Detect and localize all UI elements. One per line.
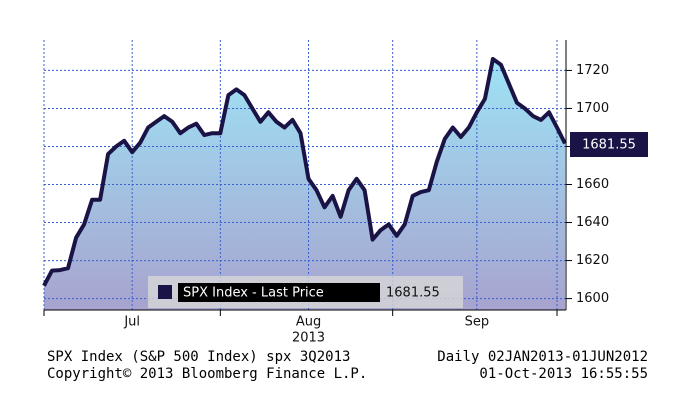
legend-swatch: [158, 285, 172, 299]
x-year-label: 2013: [292, 331, 325, 346]
y-tick-label: 1700: [576, 101, 609, 116]
y-tick-label: 1640: [576, 215, 609, 230]
last-price-label: 1681.55: [582, 138, 636, 153]
x-tick-label: Aug: [296, 315, 321, 330]
footer-text: Daily 02JAN2013-01JUN2012: [437, 349, 648, 365]
footer-text: Copyright© 2013 Bloomberg Finance L.P.: [47, 366, 367, 382]
y-tick-label: 1720: [576, 63, 609, 78]
line: [42, 57, 567, 287]
x-tick-label: Jul: [123, 315, 140, 330]
last-price-box: [570, 132, 648, 157]
y-tick-label: 1620: [576, 253, 609, 268]
y-tick-label: 1600: [576, 291, 609, 306]
footer-text: SPX Index (S&P 500 Index) spx 3Q2013: [47, 349, 350, 365]
legend-highlight: [178, 283, 380, 302]
legend-value: 1681.55: [386, 286, 440, 301]
x-tick-label: Sep: [465, 315, 490, 330]
y-tick-label: 1660: [576, 177, 609, 192]
footer-text: 01-Oct-2013 16:55:55: [479, 366, 648, 382]
plot-area: 1600162016401660168017001720JulAugSep201…: [42, 40, 609, 346]
legend-label: SPX Index - Last Price: [183, 286, 324, 301]
